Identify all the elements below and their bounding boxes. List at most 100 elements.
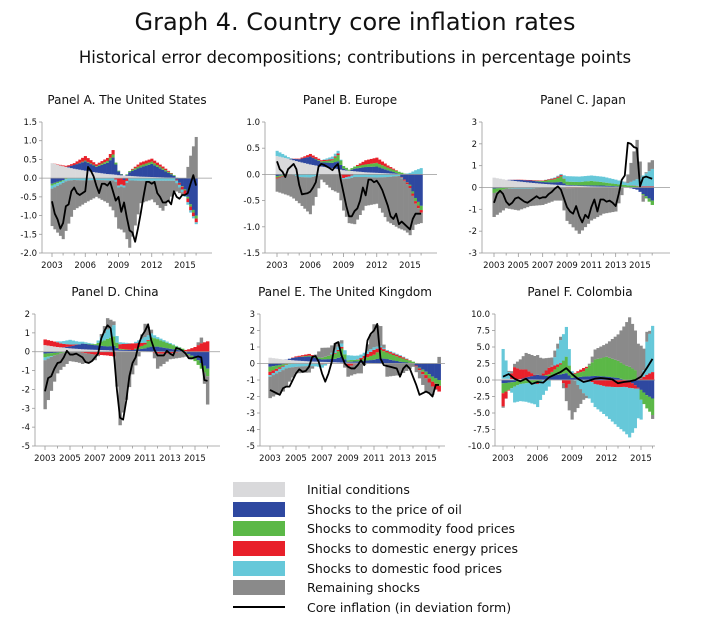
bar-oil <box>336 357 341 363</box>
bar-domestic-food <box>130 178 135 181</box>
bar-initial <box>501 378 505 380</box>
bar-domestic-energy <box>424 375 428 379</box>
bar-domestic-food <box>119 184 123 187</box>
bar-oil <box>391 360 396 364</box>
bar-oil <box>303 157 307 164</box>
legend-label: Initial conditions <box>307 482 410 498</box>
bar-domestic-energy <box>386 165 390 168</box>
bar-commodity-food <box>365 357 370 361</box>
bar-remaining <box>174 352 179 359</box>
bar-commodity-food <box>380 165 384 169</box>
bar-commodity-food <box>96 342 100 346</box>
bar-domestic-energy <box>59 343 63 348</box>
bar-domestic-food <box>359 354 363 358</box>
bar-domestic-food <box>513 187 518 189</box>
bar-remaining <box>149 329 154 334</box>
bar-domestic-food <box>391 352 396 354</box>
bar-domestic-energy <box>380 161 384 166</box>
bar-remaining <box>524 352 528 370</box>
bar-commodity-food <box>89 163 93 165</box>
bar-domestic-food <box>378 174 382 178</box>
bar-initial <box>93 349 97 352</box>
bar-remaining <box>587 363 591 366</box>
bar-remaining <box>411 195 415 230</box>
bar-domestic-energy <box>333 353 337 354</box>
bar-remaining <box>513 363 517 368</box>
bar-domestic-energy <box>336 349 341 352</box>
bar-oil <box>388 359 393 364</box>
bar-domestic-energy <box>189 206 193 211</box>
bar-initial <box>130 176 135 179</box>
legend-item-core: Core inflation (in deviation form) <box>233 598 518 618</box>
bar-oil <box>310 357 315 362</box>
bar-initial <box>528 182 533 188</box>
bar-initial <box>80 349 85 352</box>
bar-domestic-food <box>80 341 85 344</box>
bar-remaining <box>205 376 210 405</box>
bar-oil <box>108 160 112 175</box>
bar-oil <box>419 174 423 206</box>
bar-initial <box>271 358 276 364</box>
bar-domestic-food <box>504 360 508 379</box>
bar-domestic-food <box>528 187 533 189</box>
bar-oil <box>372 166 376 173</box>
bar-domestic-food <box>136 178 140 181</box>
bar-commodity-food <box>352 359 357 362</box>
bar-commodity-food <box>619 362 623 379</box>
bar-domestic-food <box>398 355 402 356</box>
bar-domestic-energy <box>403 179 407 181</box>
bar-domestic-food <box>61 180 65 184</box>
bar-initial <box>342 170 346 175</box>
bar-domestic-food <box>300 174 304 178</box>
bar-commodity-food <box>342 166 346 169</box>
bar-commodity-food <box>358 165 362 168</box>
bar-domestic-food <box>344 177 348 179</box>
bar-remaining <box>391 176 396 225</box>
bar-oil <box>394 172 398 174</box>
bar-oil <box>50 178 54 184</box>
bar-domestic-energy <box>191 212 195 217</box>
y-tick-label: 2.5 <box>476 360 490 370</box>
bar-domestic-energy <box>68 344 72 347</box>
bar-domestic-food <box>593 383 597 408</box>
bar-domestic-food <box>352 355 357 360</box>
y-tick-label: 5.0 <box>476 343 490 353</box>
bar-domestic-food <box>166 178 171 181</box>
bar-remaining <box>191 146 195 179</box>
bar-initial <box>287 359 292 364</box>
bar-commodity-food <box>533 380 537 383</box>
bar-remaining <box>103 180 107 202</box>
bar-initial <box>133 176 137 179</box>
bar-domestic-energy <box>186 198 190 203</box>
core-inflation-line <box>51 166 197 243</box>
bar-commodity-food <box>622 364 626 380</box>
bar-domestic-food <box>349 355 354 361</box>
bar-commodity-food <box>400 172 404 175</box>
bar-domestic-food <box>565 176 569 182</box>
bar-domestic-food <box>81 178 85 181</box>
bar-remaining <box>553 350 557 358</box>
bar-domestic-food <box>152 335 157 339</box>
bar-remaining <box>314 175 318 197</box>
bar-domestic-energy <box>142 161 146 165</box>
bar-domestic-energy <box>158 164 162 167</box>
y-tick-label: -2 <box>469 227 477 237</box>
bar-oil <box>404 362 409 364</box>
bar-remaining <box>330 345 334 353</box>
bar-domestic-food <box>521 383 525 402</box>
bar-remaining <box>96 354 100 357</box>
bar-domestic-energy <box>140 342 144 346</box>
bar-initial <box>504 179 508 188</box>
bar-commodity-food <box>416 201 420 206</box>
bar-commodity-food <box>278 175 282 177</box>
bar-initial <box>62 347 66 352</box>
bar-commodity-food <box>501 187 505 190</box>
bar-remaining <box>53 187 57 230</box>
bar-domestic-energy <box>625 380 629 388</box>
bar-commodity-food <box>90 344 94 345</box>
panel-title: Panel A. The United States <box>47 93 206 107</box>
bar-commodity-food <box>404 359 409 363</box>
bar-remaining <box>571 188 575 228</box>
bar-commodity-food <box>136 166 140 169</box>
